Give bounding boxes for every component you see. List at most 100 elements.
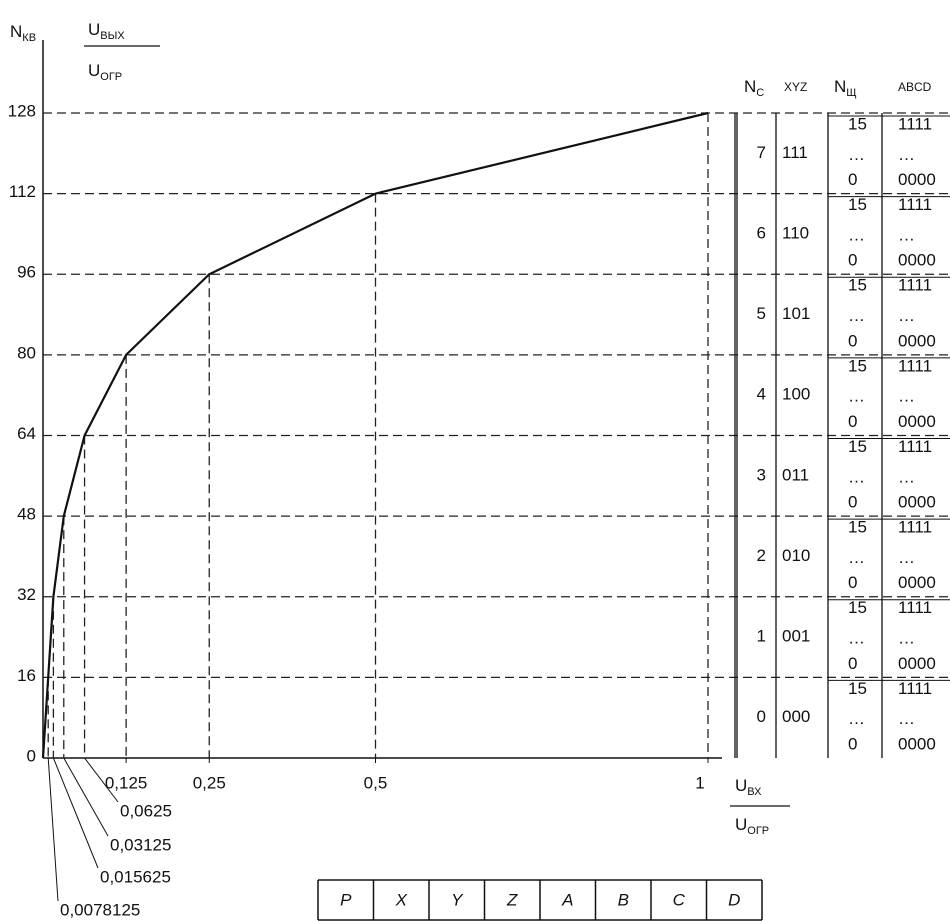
step-number: … (848, 709, 865, 728)
step-number: … (848, 387, 865, 406)
x-tick-label: 0,25 (193, 773, 226, 792)
y-label: NКВ (10, 22, 36, 43)
leader-line (63, 757, 109, 837)
step-code: … (898, 225, 915, 244)
x-label-den: UОГР (735, 815, 769, 836)
leader-line (52, 757, 99, 869)
step-code: 0000 (898, 412, 936, 431)
segment-code: 110 (782, 223, 809, 242)
step-code: 1111 (898, 679, 932, 698)
step-number: … (848, 629, 865, 648)
segment-code: 001 (782, 627, 810, 646)
step-number: 15 (848, 276, 867, 295)
step-code: 0000 (898, 573, 936, 592)
segment-code: 000 (782, 707, 810, 726)
step-number: 0 (848, 170, 857, 189)
code-bit: X (395, 890, 408, 909)
y-label-num-main: U (88, 20, 100, 39)
step-number: 0 (848, 412, 857, 431)
segment-number: 1 (757, 627, 766, 646)
step-code: 1111 (898, 195, 932, 214)
table-header-sub: Щ (846, 87, 856, 99)
step-number: 0 (848, 654, 857, 673)
code-bit: Z (506, 890, 518, 909)
x-label-den-sub: ОГР (747, 825, 769, 837)
step-number: 15 (848, 598, 867, 617)
table-header: XYZ (784, 80, 807, 94)
segment-code: 010 (782, 546, 810, 565)
x-tick-label: 0,0625 (120, 801, 172, 820)
y-label-main: N (10, 22, 22, 41)
step-number: … (848, 548, 865, 567)
leader-line (84, 757, 119, 803)
y-label-den-main: U (88, 61, 100, 80)
curve (41, 111, 709, 759)
segment-number: 6 (757, 223, 766, 242)
step-code: 1111 (898, 598, 932, 617)
step-code: 0000 (898, 654, 936, 673)
step-code: 1111 (898, 518, 932, 537)
step-number: 15 (848, 195, 867, 214)
step-number: 15 (848, 679, 867, 698)
step-code: 0000 (898, 331, 936, 350)
segment-code: 101 (782, 304, 810, 323)
x-label-den-main: U (735, 815, 747, 834)
step-number: … (848, 145, 865, 164)
x-tick-label: 0,03125 (110, 835, 171, 854)
step-number: 0 (848, 573, 857, 592)
y-label-num-sub: ВЫХ (100, 30, 125, 42)
step-number: 15 (848, 437, 867, 456)
leader-line (47, 757, 59, 902)
segment-number: 4 (757, 385, 766, 404)
x-tick-label: 0,0078125 (60, 900, 140, 919)
step-code: … (898, 387, 915, 406)
segment-code: 100 (782, 385, 810, 404)
x-label-num-main: U (735, 776, 747, 795)
segment-code: 011 (782, 465, 809, 484)
step-code: … (898, 145, 915, 164)
table-header-main: XYZ (784, 80, 807, 94)
code-bit: A (561, 890, 573, 909)
step-code: 0000 (898, 251, 936, 270)
step-code: 0000 (898, 170, 936, 189)
segment-number: 0 (757, 707, 766, 726)
step-code: 1111 (898, 437, 932, 456)
step-code: 1111 (898, 114, 932, 133)
table-header-main: N (834, 77, 846, 96)
segment-number: 2 (757, 546, 766, 565)
x-tick-label: 0,015625 (100, 867, 171, 886)
table-header-main: ABCD (898, 80, 932, 94)
x-tick-label: 0,125 (105, 773, 148, 792)
step-code: 0000 (898, 734, 936, 753)
code-bit: P (340, 890, 352, 909)
step-code: … (898, 629, 915, 648)
table-header-main: N (744, 77, 756, 96)
table-header: NЩ (834, 77, 857, 98)
step-code: … (898, 709, 915, 728)
step-code: 0000 (898, 493, 936, 512)
segment-number: 3 (757, 465, 766, 484)
y-label-num: UВЫХ (88, 20, 125, 41)
step-code: 1111 (898, 276, 932, 295)
code-bit: D (728, 890, 740, 909)
step-code: … (898, 548, 915, 567)
y-tick-label: 96 (17, 263, 36, 282)
step-code: … (898, 467, 915, 486)
table-header: ABCD (898, 80, 932, 94)
x-label-num: UВХ (735, 776, 762, 797)
y-label-den: UОГР (88, 61, 122, 82)
step-number: 0 (848, 251, 857, 270)
step-number: … (848, 306, 865, 325)
step-number: 15 (848, 518, 867, 537)
segment-number: 7 (757, 143, 766, 162)
y-tick-label: 48 (17, 505, 36, 524)
y-tick-label: 64 (17, 424, 36, 443)
code-bit: Y (451, 890, 464, 909)
step-number: 0 (848, 493, 857, 512)
y-tick-label: 80 (17, 343, 36, 362)
step-number: … (848, 467, 865, 486)
step-code: … (898, 306, 915, 325)
y-label-den-sub: ОГР (100, 71, 122, 83)
